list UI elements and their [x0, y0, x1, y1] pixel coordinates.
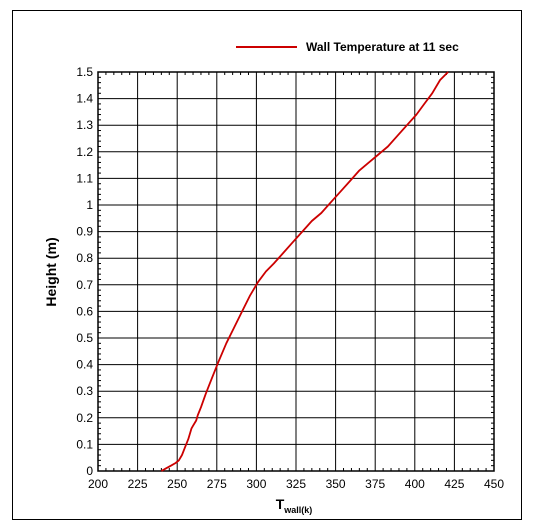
x-tick-label: 200 — [88, 477, 108, 491]
chart-frame — [12, 10, 522, 520]
y-tick-label: 1.4 — [76, 92, 93, 106]
x-tick-label: 300 — [246, 477, 266, 491]
y-tick-label: 0.3 — [76, 384, 93, 398]
tick-label-layer: 200 225 250 275 300 325 350 375 400 425 450 0 0.1 0.2… — [76, 65, 504, 491]
x-axis-title-subscript: wall(k) — [283, 505, 312, 515]
x-tick-label: 375 — [365, 477, 385, 491]
y-tick-label: 0.1 — [76, 437, 93, 451]
y-tick-label: 1 — [86, 198, 93, 212]
y-tick-label: 0 — [86, 464, 93, 478]
legend: Wall Temperature at 11 sec — [236, 40, 459, 54]
y-tick-label: 1.1 — [76, 171, 93, 185]
x-tick-label: 425 — [444, 477, 464, 491]
y-tick-label: 1.2 — [76, 145, 93, 159]
y-tick-label: 0.5 — [76, 331, 93, 345]
y-tick-label: 0.4 — [76, 358, 93, 372]
x-tick-label: 350 — [326, 477, 346, 491]
x-tick-label: 450 — [484, 477, 504, 491]
y-tick-label: 1.3 — [76, 118, 93, 132]
y-tick-label: 0.8 — [76, 251, 93, 265]
y-tick-label: 1.5 — [76, 65, 93, 79]
plot-area-border — [97, 71, 495, 472]
legend-label: Wall Temperature at 11 sec — [306, 40, 459, 54]
series-line — [160, 71, 449, 472]
x-tick-label: 325 — [286, 477, 306, 491]
y-axis-title: Height (m) — [43, 237, 59, 306]
grid-layer — [97, 71, 495, 472]
y-tick-label: 0.7 — [76, 278, 93, 292]
x-tick-label: 250 — [167, 477, 187, 491]
x-tick-label: 400 — [405, 477, 425, 491]
series-layer — [160, 71, 449, 472]
y-tick-label: 0.2 — [76, 411, 93, 425]
x-tick-label: 275 — [207, 477, 227, 491]
y-tick-label: 0.9 — [76, 225, 93, 239]
x-axis-title-main: T — [276, 496, 285, 512]
x-axis-title: Twall(k) — [276, 496, 313, 515]
x-tick-label: 225 — [128, 477, 148, 491]
y-tick-label: 0.6 — [76, 304, 93, 318]
